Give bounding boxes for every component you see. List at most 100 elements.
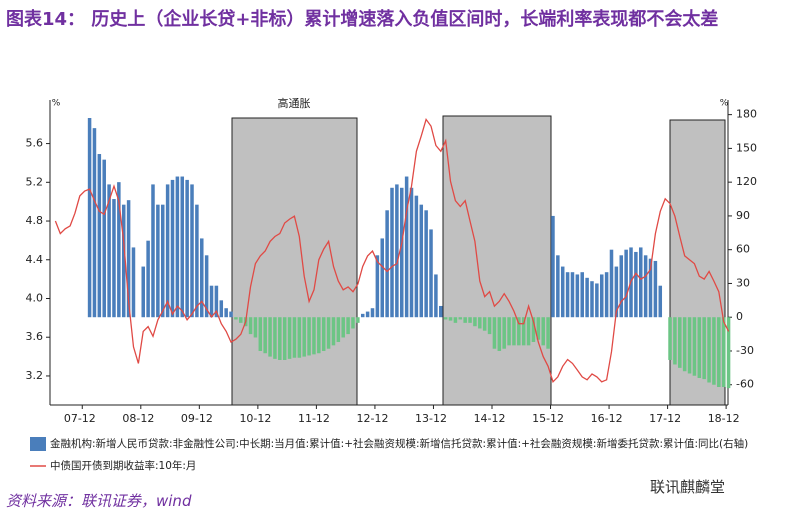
- bar: [531, 317, 536, 342]
- shade-region: [231, 117, 358, 406]
- bar: [575, 274, 580, 318]
- bar: [721, 317, 726, 387]
- x-tick-label: 09-12: [181, 412, 213, 425]
- bar: [453, 317, 458, 323]
- bar: [302, 317, 306, 357]
- bar: [424, 210, 428, 318]
- shade-region: [442, 115, 552, 406]
- bar: [351, 317, 355, 329]
- bar: [175, 176, 180, 318]
- y2-tick-label: -30: [736, 344, 754, 357]
- bar: [117, 182, 121, 318]
- bar: [507, 317, 511, 346]
- bar: [385, 210, 389, 318]
- x-tick-label: 17-12: [649, 412, 681, 425]
- bar: [307, 317, 311, 356]
- bar: [521, 317, 526, 346]
- bar: [697, 317, 702, 378]
- bar: [97, 154, 102, 318]
- bar: [131, 247, 136, 318]
- bar: [321, 317, 326, 351]
- x-tick-label: 08-12: [122, 412, 154, 425]
- x-tick-label: 16-12: [591, 412, 623, 425]
- x-tick-label: 11-12: [298, 412, 330, 425]
- bar: [253, 317, 258, 338]
- x-tick-label: 13-12: [415, 412, 447, 425]
- y-tick-label: 4.0: [26, 291, 44, 304]
- bar: [599, 274, 604, 318]
- y2-tick-label: 150: [736, 141, 757, 154]
- bar: [546, 317, 550, 349]
- bar: [526, 317, 531, 346]
- bar: [482, 317, 487, 331]
- bar: [209, 285, 214, 318]
- bar: [580, 272, 584, 318]
- bar: [692, 317, 697, 376]
- bar: [678, 317, 682, 368]
- bar: [429, 229, 433, 318]
- y-tick-label: 5.2: [26, 175, 44, 188]
- source: 资料来源：联讯证券，wind: [6, 492, 192, 510]
- bar: [331, 317, 336, 346]
- y-tick-label: 5.6: [26, 137, 44, 150]
- bar: [156, 204, 160, 318]
- bar: [551, 215, 555, 318]
- x-tick-label: 15-12: [532, 412, 564, 425]
- bar: [107, 184, 111, 318]
- bar: [336, 317, 341, 342]
- y2-tick-label: 30: [736, 276, 750, 289]
- x-tick-label: 18-12: [708, 412, 740, 425]
- bar: [565, 272, 570, 318]
- bar: [492, 317, 497, 349]
- bar: [556, 255, 560, 318]
- bar: [448, 317, 453, 321]
- bar: [570, 272, 575, 318]
- annotation: 高通胀: [278, 96, 311, 110]
- bar: [141, 266, 145, 318]
- bar: [502, 317, 506, 349]
- bar: [668, 317, 672, 360]
- bar: [478, 317, 482, 329]
- bar: [170, 179, 175, 318]
- bar: [190, 184, 194, 318]
- bar: [390, 187, 394, 318]
- bar: [419, 204, 424, 318]
- bar: [643, 255, 648, 318]
- bar: [687, 317, 692, 374]
- bar: [624, 249, 628, 318]
- x-tick-label: 10-12: [239, 412, 271, 425]
- bar: [414, 195, 419, 318]
- y2-tick-label: 120: [736, 175, 757, 188]
- bar: [102, 159, 106, 318]
- bar: [282, 317, 287, 360]
- legend-label: 金融机构:新增人民币贷款:非金融性公司:中长期:当月值:累计值:+社会融资规模:…: [50, 437, 748, 450]
- bar: [468, 317, 472, 323]
- bar: [185, 179, 189, 318]
- bar: [717, 317, 721, 387]
- bar: [258, 317, 263, 351]
- bar: [399, 187, 404, 318]
- bar: [619, 255, 624, 318]
- bar: [195, 204, 199, 318]
- bar: [219, 300, 224, 318]
- bar: [165, 184, 170, 318]
- bar: [497, 317, 502, 351]
- bar: [87, 118, 92, 318]
- bar: [248, 317, 253, 335]
- bar: [707, 317, 711, 383]
- bar: [278, 317, 282, 360]
- bar: [595, 283, 599, 318]
- y2-tick-label: 90: [736, 209, 750, 222]
- y-tick-label: 3.2: [26, 369, 44, 382]
- bar: [395, 184, 399, 318]
- bar: [682, 317, 687, 372]
- bar: [434, 274, 438, 318]
- bar: [512, 317, 516, 346]
- bar: [160, 204, 165, 318]
- bar: [702, 317, 706, 380]
- y2-tick-label: 180: [736, 108, 757, 121]
- y-tick-label: 4.4: [26, 253, 44, 266]
- bar: [639, 247, 643, 318]
- bar: [180, 176, 185, 318]
- y2-tick-label: 60: [736, 243, 750, 256]
